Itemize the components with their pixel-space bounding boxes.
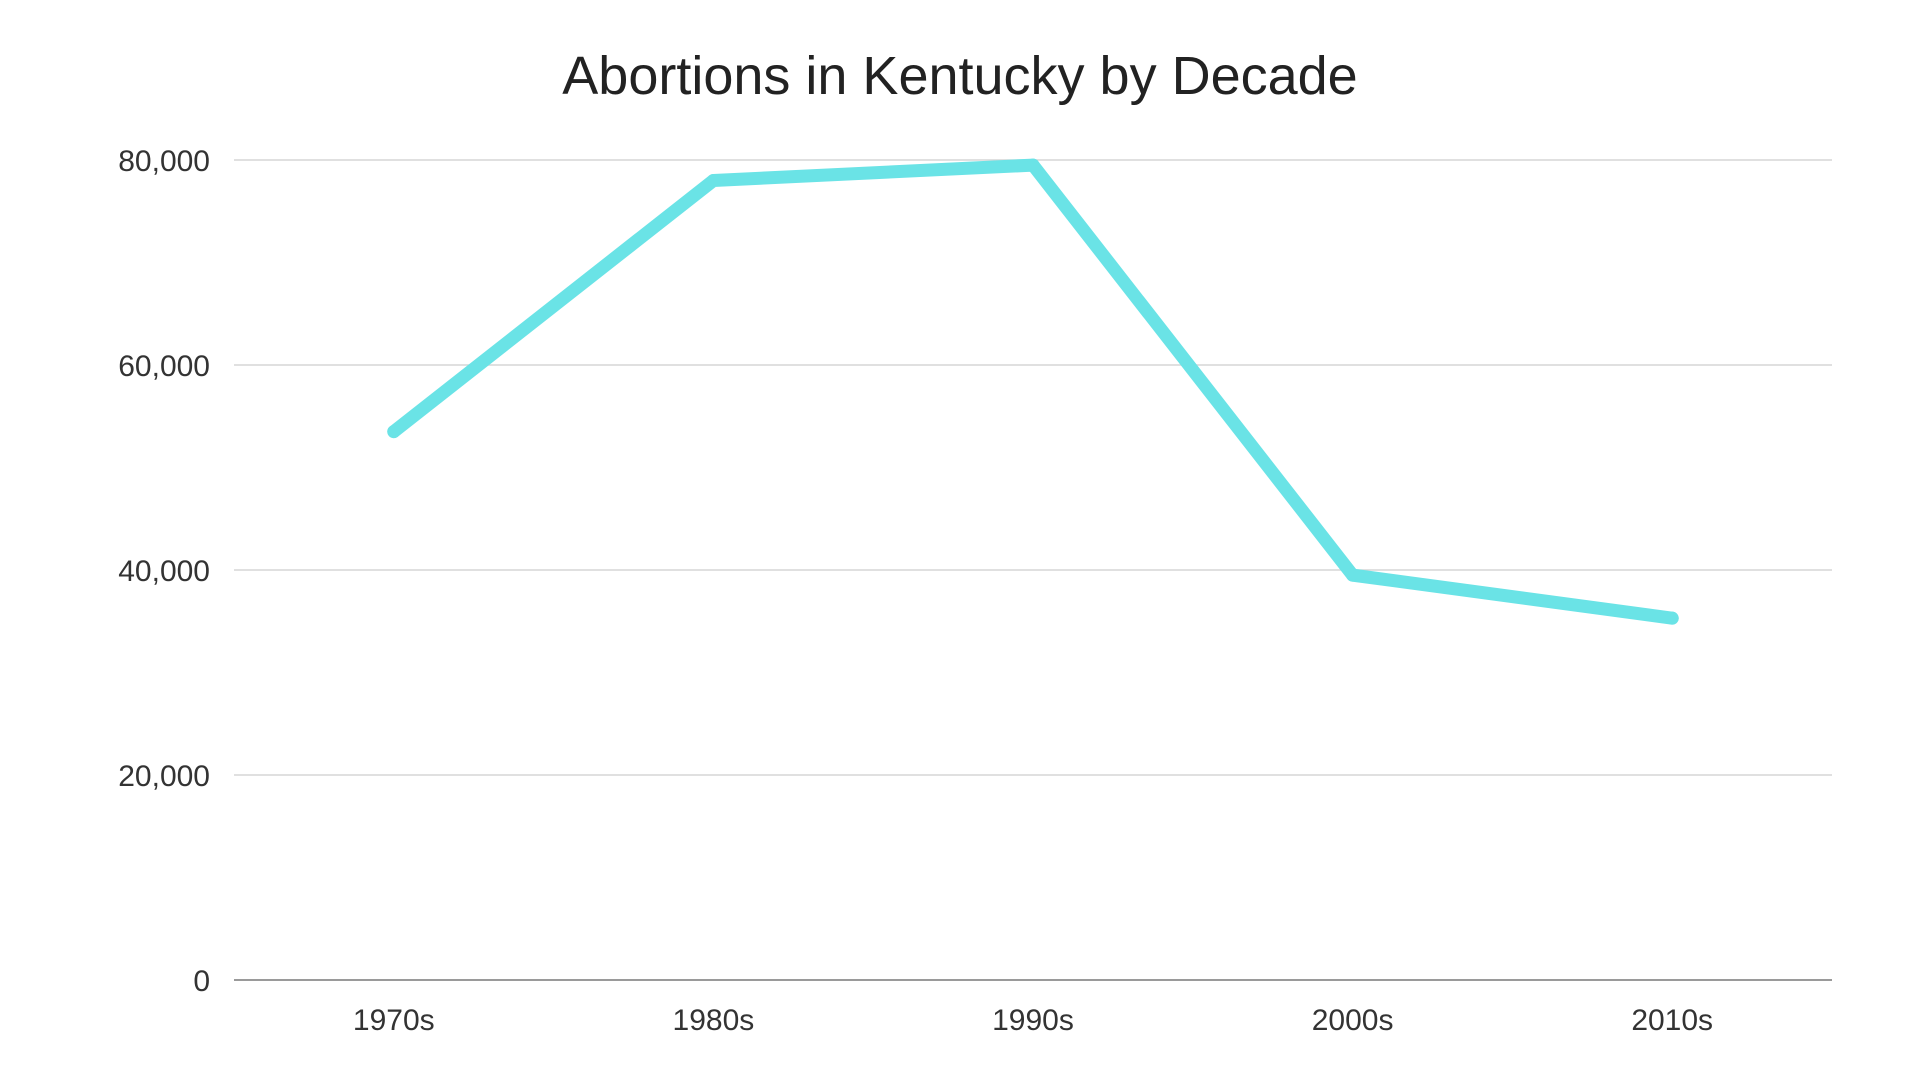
chart-title: Abortions in Kentucky by Decade xyxy=(562,46,1357,106)
data-point xyxy=(706,174,720,187)
y-tick-label: 80,000 xyxy=(118,145,210,178)
y-tick-label: 20,000 xyxy=(118,760,210,793)
data-point xyxy=(1026,158,1040,172)
data-point xyxy=(387,425,401,439)
x-tick-label: 2000s xyxy=(1312,1004,1394,1037)
y-tick-label: 60,000 xyxy=(118,350,210,383)
x-tick-label: 1990s xyxy=(992,1004,1074,1037)
data-point xyxy=(1346,568,1360,582)
x-tick-label: 2010s xyxy=(1631,1004,1713,1037)
x-axis-tick-labels: 1970s 1980s 1990s 2000s 2010s xyxy=(353,1004,1713,1037)
x-tick-label: 1970s xyxy=(353,1004,435,1037)
y-tick-label: 40,000 xyxy=(118,555,210,588)
x-tick-label: 1980s xyxy=(673,1004,755,1037)
data-point xyxy=(1665,611,1679,625)
y-tick-label: 0 xyxy=(193,965,210,998)
gridlines xyxy=(234,159,1832,981)
y-axis-tick-labels: 0 20,000 40,000 60,000 80,000 xyxy=(118,145,210,998)
series-line xyxy=(387,158,1679,625)
series-layer xyxy=(387,158,1679,625)
